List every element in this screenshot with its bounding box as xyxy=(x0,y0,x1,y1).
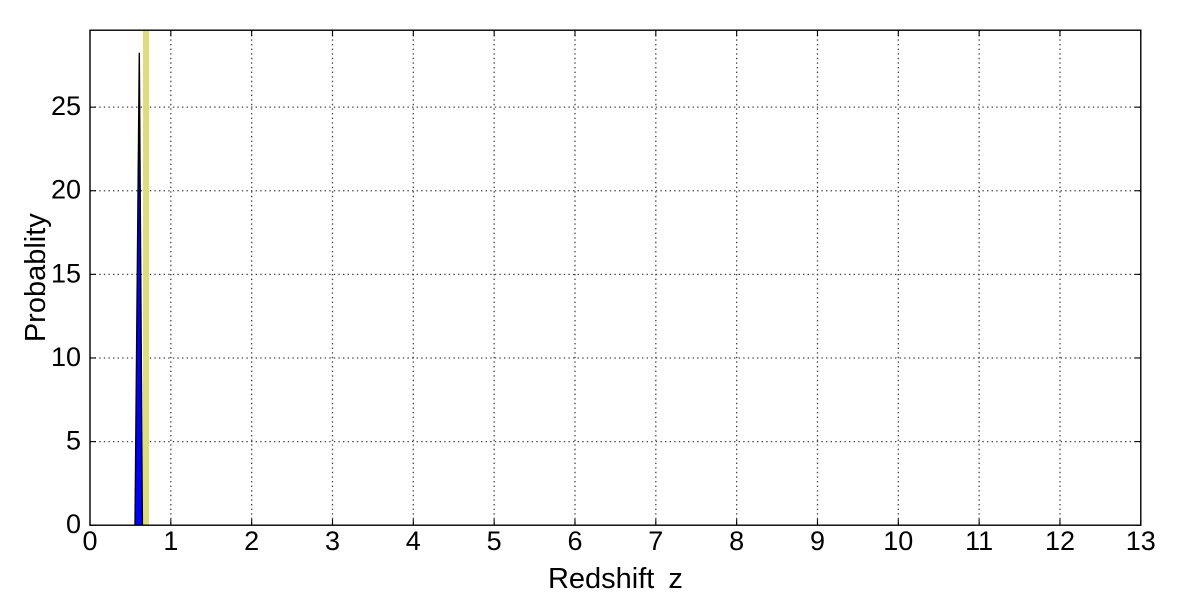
svg-text:5: 5 xyxy=(487,526,502,556)
svg-text:8: 8 xyxy=(729,526,744,556)
svg-text:10: 10 xyxy=(883,526,913,556)
svg-text:13: 13 xyxy=(1126,526,1156,556)
svg-text:6: 6 xyxy=(567,526,582,556)
svg-text:Probablity: Probablity xyxy=(20,213,52,342)
svg-text:3: 3 xyxy=(325,526,340,556)
svg-text:12: 12 xyxy=(1045,526,1075,556)
svg-text:7: 7 xyxy=(648,526,663,556)
svg-text:25: 25 xyxy=(51,91,81,121)
svg-text:20: 20 xyxy=(51,175,81,205)
svg-text:2: 2 xyxy=(244,526,259,556)
svg-text:1: 1 xyxy=(163,526,178,556)
svg-text:11: 11 xyxy=(965,526,993,556)
svg-text:0: 0 xyxy=(66,509,81,539)
svg-text:4: 4 xyxy=(406,526,421,556)
svg-text:0: 0 xyxy=(82,526,97,556)
svg-text:10: 10 xyxy=(51,342,81,372)
svg-text:9: 9 xyxy=(810,526,825,556)
svg-text:5: 5 xyxy=(66,426,81,456)
svg-text:15: 15 xyxy=(51,258,81,288)
